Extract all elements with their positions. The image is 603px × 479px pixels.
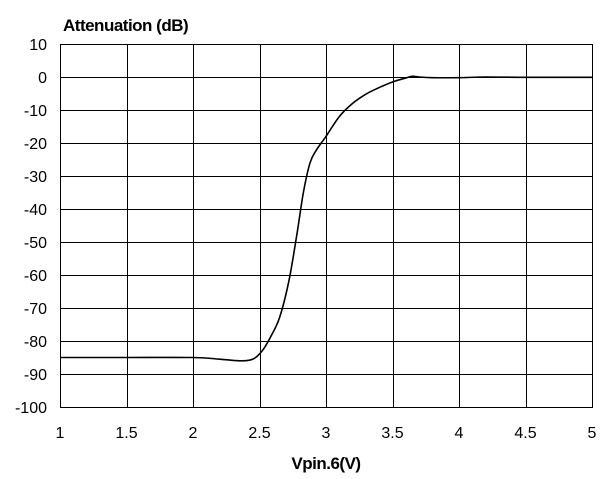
x-tick-label: 1.5	[115, 425, 137, 442]
y-tick-label: -50	[24, 235, 47, 252]
x-tick-label: 5	[588, 425, 597, 442]
y-tick-label: 10	[29, 37, 47, 54]
x-tick-label: 2	[189, 425, 198, 442]
x-tick-label: 3.5	[381, 425, 403, 442]
x-axis-title: Vpin.6(V)	[291, 454, 360, 473]
y-tick-label: -40	[24, 202, 47, 219]
grid-lines	[60, 44, 593, 408]
plot-frame	[60, 44, 593, 408]
x-tick-label: 2.5	[248, 425, 270, 442]
x-tick-label: 1	[56, 425, 65, 442]
y-tick-label: -90	[24, 367, 47, 384]
y-axis-title: Attenuation (dB)	[63, 16, 188, 35]
y-tick-label: 0	[38, 70, 47, 87]
x-tick-label: 4	[455, 425, 464, 442]
y-tick-label: -100	[15, 400, 47, 417]
y-tick-label: -60	[24, 268, 47, 285]
attenuation-curve	[60, 75, 593, 362]
y-tick-label: -20	[24, 136, 47, 153]
y-tick-label: -30	[24, 169, 47, 186]
y-tick-labels: 10 0 -10 -20 -30 -40 -50 -60 -70 -80 -90 -100	[15, 37, 47, 417]
y-tick-label: -70	[24, 301, 47, 318]
x-tick-label: 4.5	[514, 425, 536, 442]
y-tick-label: -10	[24, 103, 47, 120]
x-tick-label: 3	[322, 425, 331, 442]
x-tick-labels: 1 1.5 2 2.5 3 3.5 4 4.5 5	[56, 425, 597, 442]
y-tick-label: -80	[24, 334, 47, 351]
